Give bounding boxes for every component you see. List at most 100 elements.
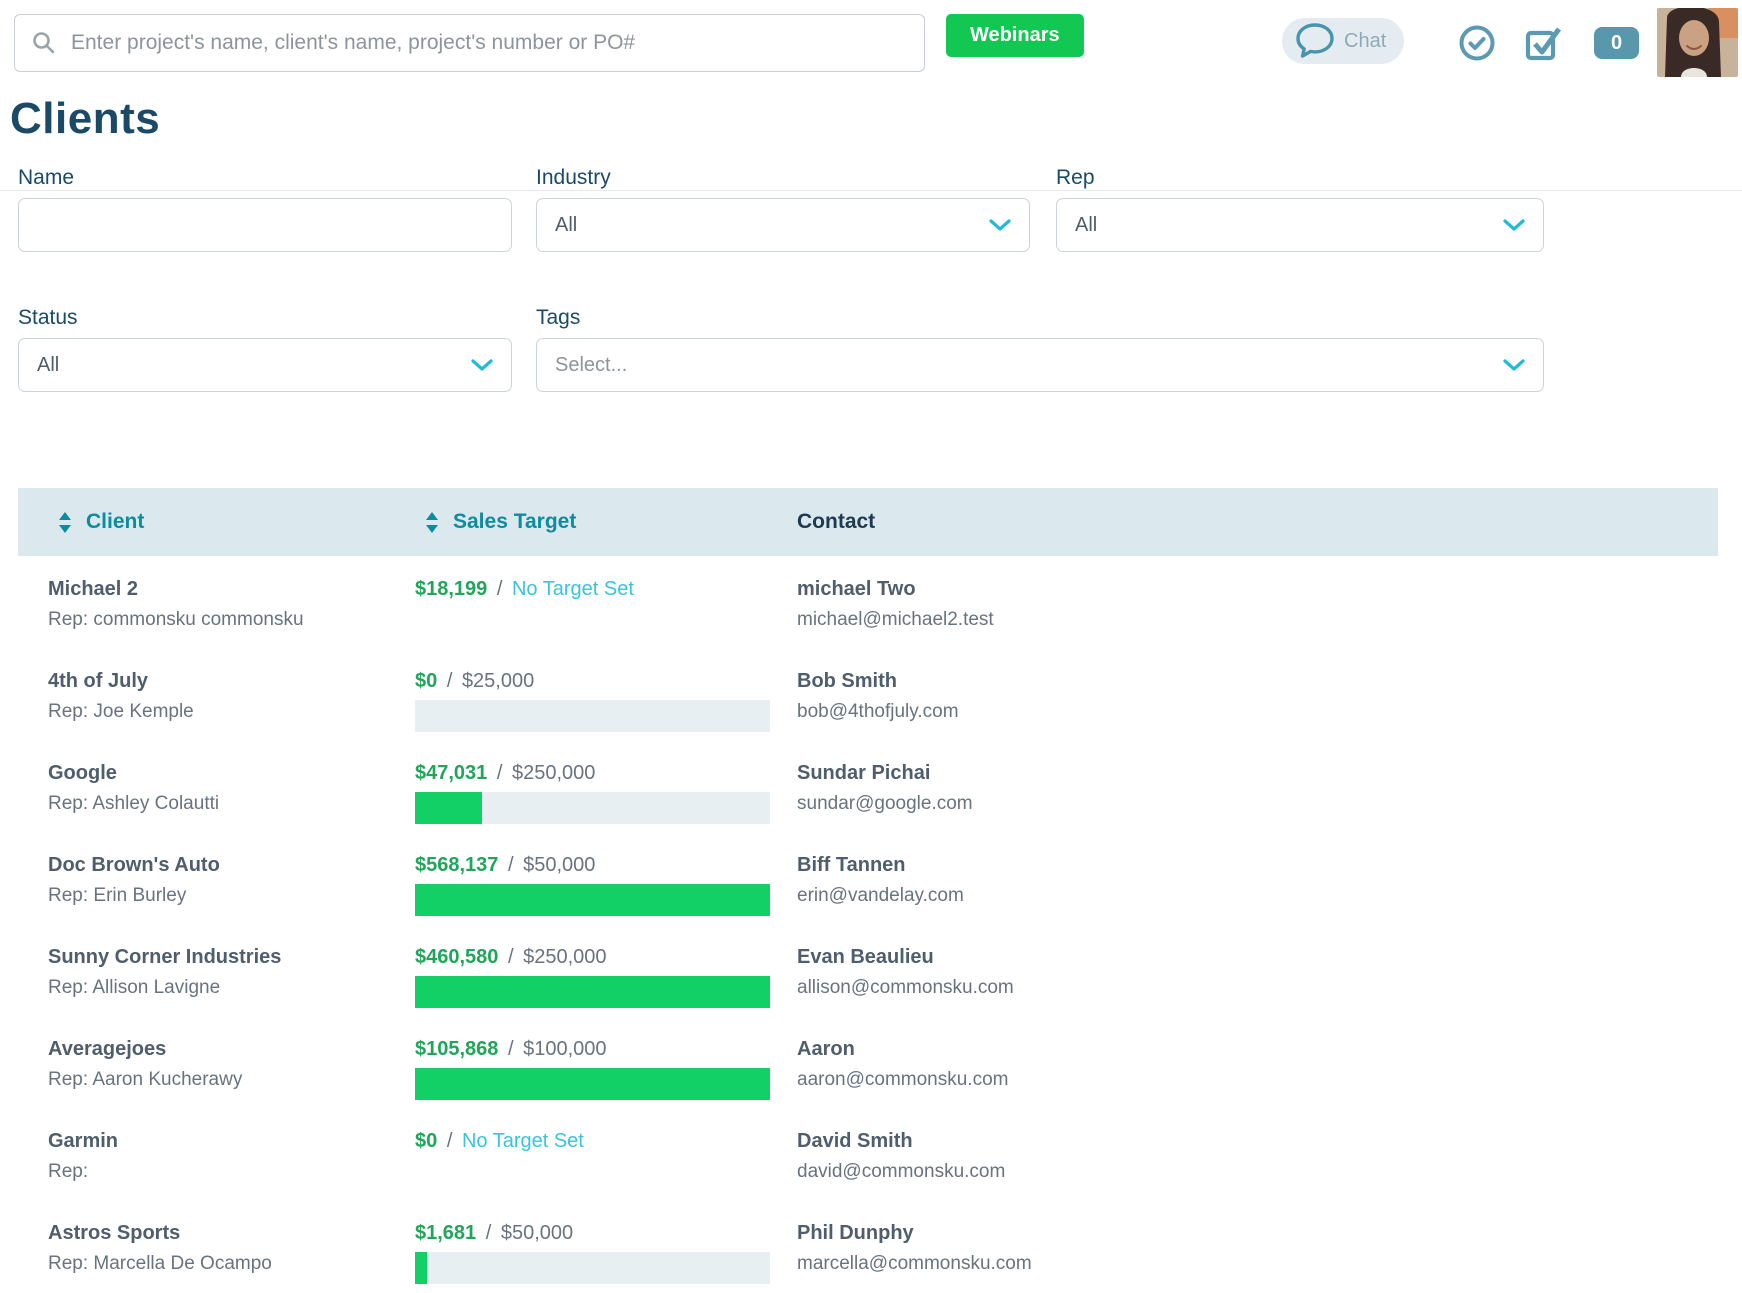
- sales-current-value: $18,199: [415, 578, 488, 600]
- client-name[interactable]: Astros Sports: [48, 1222, 181, 1244]
- sales-progress-bar: [415, 1068, 770, 1100]
- client-cell: Garmin Rep:: [48, 1130, 398, 1183]
- sales-separator: /: [507, 854, 514, 876]
- contact-name: Biff Tannen: [797, 854, 906, 876]
- sales-separator: /: [446, 1130, 453, 1152]
- sales-current-value: $0: [415, 1130, 438, 1152]
- chevron-down-icon: [471, 358, 493, 371]
- client-name[interactable]: 4th of July: [48, 670, 149, 692]
- client-rep: Rep: Joe Kemple: [48, 701, 194, 722]
- chat-label: Chat: [1344, 29, 1387, 52]
- chevron-down-icon: [1503, 218, 1525, 231]
- contact-email: sundar@google.com: [797, 793, 973, 814]
- contact-email: allison@commonsku.com: [797, 977, 1014, 998]
- contact-cell: Biff Tannen erin@vandelay.com: [797, 854, 1297, 907]
- client-name[interactable]: Garmin: [48, 1130, 119, 1152]
- industry-filter-value: All: [555, 213, 578, 236]
- client-name[interactable]: Averagejoes: [48, 1038, 167, 1060]
- sales-progress-fill: [415, 792, 482, 824]
- search-icon: [33, 32, 55, 54]
- table-row[interactable]: Doc Brown's Auto Rep: Erin Burley $568,1…: [18, 832, 1718, 924]
- client-rep: Rep: Erin Burley: [48, 885, 187, 906]
- global-search[interactable]: [14, 14, 925, 72]
- name-filter-input[interactable]: [37, 199, 493, 251]
- sales-current-value: $1,681: [415, 1222, 477, 1244]
- chevron-down-icon: [1503, 358, 1525, 371]
- sales-target-value[interactable]: No Target Set: [511, 578, 634, 600]
- tags-filter-placeholder: Select...: [555, 353, 628, 376]
- chat-button[interactable]: Chat: [1282, 18, 1405, 64]
- status-filter-select[interactable]: All: [18, 338, 512, 392]
- client-rep: Rep: commonsku commonsku: [48, 609, 304, 630]
- sales-target-value: $250,000: [523, 946, 607, 968]
- rep-filter-select[interactable]: All: [1056, 198, 1544, 252]
- table-row[interactable]: Garmin Rep: $0 / No Target Set David Smi…: [18, 1108, 1718, 1200]
- notification-count-badge[interactable]: 0: [1594, 27, 1639, 59]
- sales-target-column-header: Sales Target: [453, 510, 577, 533]
- contact-cell: Bob Smith bob@4thofjuly.com: [797, 670, 1297, 723]
- sales-separator: /: [496, 578, 503, 600]
- client-name[interactable]: Michael 2: [48, 578, 139, 600]
- contact-email: marcella@commonsku.com: [797, 1253, 1032, 1274]
- sales-current-value: $568,137: [415, 854, 499, 876]
- contact-name: David Smith: [797, 1130, 913, 1152]
- table-row[interactable]: 4th of July Rep: Joe Kemple $0 / $25,000…: [18, 648, 1718, 740]
- client-table-header: Client Sales Target Contact: [18, 488, 1718, 556]
- table-row[interactable]: Astros Sports Rep: Marcella De Ocampo $1…: [18, 1200, 1718, 1292]
- sales-progress-fill: [415, 1068, 770, 1100]
- contact-cell: Evan Beaulieu allison@commonsku.com: [797, 946, 1297, 999]
- sort-by-client-button[interactable]: Client: [58, 510, 144, 534]
- page-title: Clients: [10, 94, 161, 143]
- name-filter-label: Name: [18, 166, 75, 189]
- rep-filter-label: Rep: [1056, 166, 1095, 189]
- sales-progress-bar: [415, 1252, 770, 1284]
- client-column-header: Client: [86, 510, 145, 533]
- sales-target-cell: $47,031 / $250,000: [415, 762, 770, 824]
- tasks-button[interactable]: [1524, 24, 1562, 62]
- user-avatar[interactable]: [1657, 8, 1738, 77]
- table-row[interactable]: Sunny Corner Industries Rep: Allison Lav…: [18, 924, 1718, 1016]
- avatar-photo: [1657, 8, 1738, 77]
- sales-target-cell: $1,681 / $50,000: [415, 1222, 770, 1284]
- sales-current-value: $0: [415, 670, 438, 692]
- sales-progress-bar: [415, 976, 770, 1008]
- contact-name: Aaron: [797, 1038, 855, 1060]
- sort-by-sales-target-button[interactable]: Sales Target: [425, 510, 576, 534]
- sales-target-cell: $568,137 / $50,000: [415, 854, 770, 916]
- client-rep: Rep: Ashley Colautti: [48, 793, 220, 814]
- client-name[interactable]: Doc Brown's Auto: [48, 854, 220, 876]
- tags-filter-select[interactable]: Select...: [536, 338, 1544, 392]
- webinars-button[interactable]: Webinars: [946, 14, 1084, 57]
- sales-progress-fill: [415, 884, 770, 916]
- sales-target-value[interactable]: No Target Set: [461, 1130, 584, 1152]
- contact-email: bob@4thofjuly.com: [797, 701, 959, 722]
- client-rep: Rep:: [48, 1161, 89, 1182]
- table-row[interactable]: Michael 2 Rep: commonsku commonsku $18,1…: [18, 556, 1718, 648]
- industry-filter-select[interactable]: All: [536, 198, 1030, 252]
- client-cell: Sunny Corner Industries Rep: Allison Lav…: [48, 946, 398, 999]
- sales-separator: /: [507, 946, 514, 968]
- chevron-down-icon: [989, 218, 1011, 231]
- client-name[interactable]: Google: [48, 762, 117, 784]
- sales-progress-bar: [415, 792, 770, 824]
- client-rep: Rep: Marcella De Ocampo: [48, 1253, 272, 1274]
- contact-name: Evan Beaulieu: [797, 946, 934, 968]
- tags-filter-label: Tags: [536, 306, 581, 329]
- approvals-button[interactable]: [1458, 24, 1496, 62]
- table-row[interactable]: Google Rep: Ashley Colautti $47,031 / $2…: [18, 740, 1718, 832]
- sales-current-value: $47,031: [415, 762, 488, 784]
- sales-progress-bar: [415, 700, 770, 732]
- checkbox-check-icon: [1525, 27, 1562, 61]
- sales-separator: /: [496, 762, 503, 784]
- sales-progress-fill: [415, 1252, 428, 1284]
- client-rep: Rep: Allison Lavigne: [48, 977, 221, 998]
- sales-target-cell: $460,580 / $250,000: [415, 946, 770, 1008]
- search-input[interactable]: [71, 31, 908, 55]
- client-name[interactable]: Sunny Corner Industries: [48, 946, 282, 968]
- sales-current-value: $460,580: [415, 946, 499, 968]
- contact-name: Bob Smith: [797, 670, 897, 692]
- name-filter-input-wrap[interactable]: [18, 198, 512, 252]
- client-cell: Google Rep: Ashley Colautti: [48, 762, 398, 815]
- table-row[interactable]: Averagejoes Rep: Aaron Kucherawy $105,86…: [18, 1016, 1718, 1108]
- sales-target-cell: $0 / No Target Set: [415, 1130, 770, 1153]
